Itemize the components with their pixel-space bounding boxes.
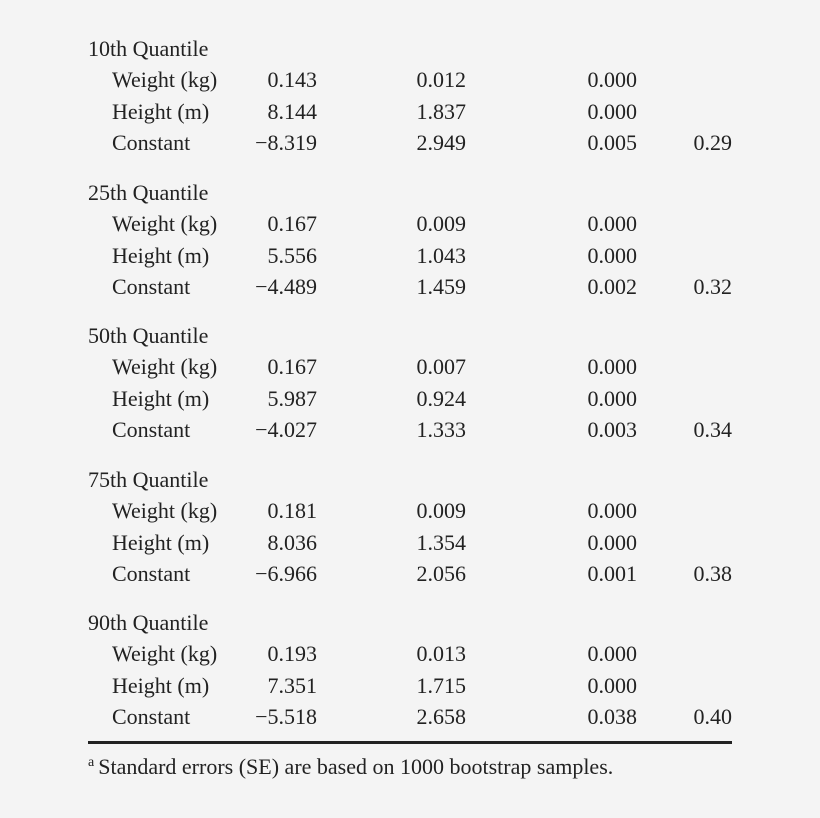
r-squared-cell: 0.34 [693,416,733,442]
se-cell: 0.009 [416,498,467,524]
estimate-cell: −6.966 [255,560,317,586]
estimate-cell: 0.143 [267,67,318,93]
r-squared-cell: 0.38 [693,560,733,586]
row-label: Weight (kg) [112,211,218,237]
row-label: Height (m) [112,98,210,124]
se-cell: 0.007 [416,354,467,380]
row-label: Height (m) [112,242,210,268]
p-value-cell: 0.000 [587,672,638,698]
se-cell: 1.459 [416,273,467,299]
row-label: Constant [112,703,191,729]
row-label: Constant [112,129,191,155]
p-value-cell: 0.005 [587,129,638,155]
se-cell: 1.354 [416,529,467,555]
table-bottom-rule [88,741,732,744]
estimate-cell: −4.489 [255,273,317,299]
p-value-cell: 0.000 [587,211,638,237]
p-value-cell: 0.000 [587,67,638,93]
se-cell: 2.658 [416,703,467,729]
quantile-group-title: 90th Quantile [88,610,209,635]
p-value-cell: 0.038 [587,703,638,729]
estimate-cell: 5.556 [267,242,318,268]
estimate-cell: 0.193 [267,641,318,667]
p-value-cell: 0.000 [587,385,638,411]
se-cell: 2.949 [416,129,467,155]
p-value-cell: 0.000 [587,242,638,268]
estimate-cell: 0.167 [267,354,318,380]
row-label: Weight (kg) [112,67,218,93]
se-cell: 1.715 [416,672,467,698]
quantile-group-title: 50th Quantile [88,323,209,348]
row-label: Weight (kg) [112,354,218,380]
p-value-cell: 0.002 [587,273,638,299]
r-squared-cell: 0.32 [693,273,733,299]
estimate-cell: 7.351 [267,672,318,698]
estimate-cell: 8.144 [267,98,318,124]
se-cell: 2.056 [416,560,467,586]
se-cell: 1.837 [416,98,467,124]
quantile-group-title: 75th Quantile [88,467,209,492]
se-cell: 0.013 [416,641,467,667]
p-value-cell: 0.001 [587,560,638,586]
se-cell: 1.333 [416,416,467,442]
footnote-marker: a [88,755,95,770]
estimate-cell: 0.181 [267,498,318,524]
se-cell: 0.009 [416,211,467,237]
p-value-cell: 0.000 [587,354,638,380]
row-label: Weight (kg) [112,498,218,524]
se-cell: 0.012 [416,67,467,93]
p-value-cell: 0.000 [587,529,638,555]
p-value-cell: 0.000 [587,641,638,667]
footnote: a Standard errors (SE) are based on 1000 … [88,754,613,780]
row-label: Constant [112,273,191,299]
estimate-cell: 5.987 [267,385,318,411]
estimate-cell: −5.518 [255,703,317,729]
estimate-cell: −8.319 [255,129,317,155]
quantile-group-title: 10th Quantile [88,36,209,61]
row-label: Height (m) [112,529,210,555]
r-squared-cell: 0.29 [693,129,733,155]
row-label: Height (m) [112,385,210,411]
row-label: Weight (kg) [112,641,218,667]
row-label: Constant [112,560,191,586]
row-label: Constant [112,416,191,442]
p-value-cell: 0.000 [587,498,638,524]
estimate-cell: 8.036 [267,529,318,555]
footnote-text: Standard errors (SE) are based on 1000 b… [98,754,614,779]
se-cell: 1.043 [416,242,467,268]
p-value-cell: 0.000 [587,98,638,124]
estimate-cell: 0.167 [267,211,318,237]
quantile-group-title: 25th Quantile [88,180,209,205]
se-cell: 0.924 [416,385,467,411]
r-squared-cell: 0.40 [693,703,733,729]
p-value-cell: 0.003 [587,416,638,442]
row-label: Height (m) [112,672,210,698]
estimate-cell: −4.027 [255,416,317,442]
